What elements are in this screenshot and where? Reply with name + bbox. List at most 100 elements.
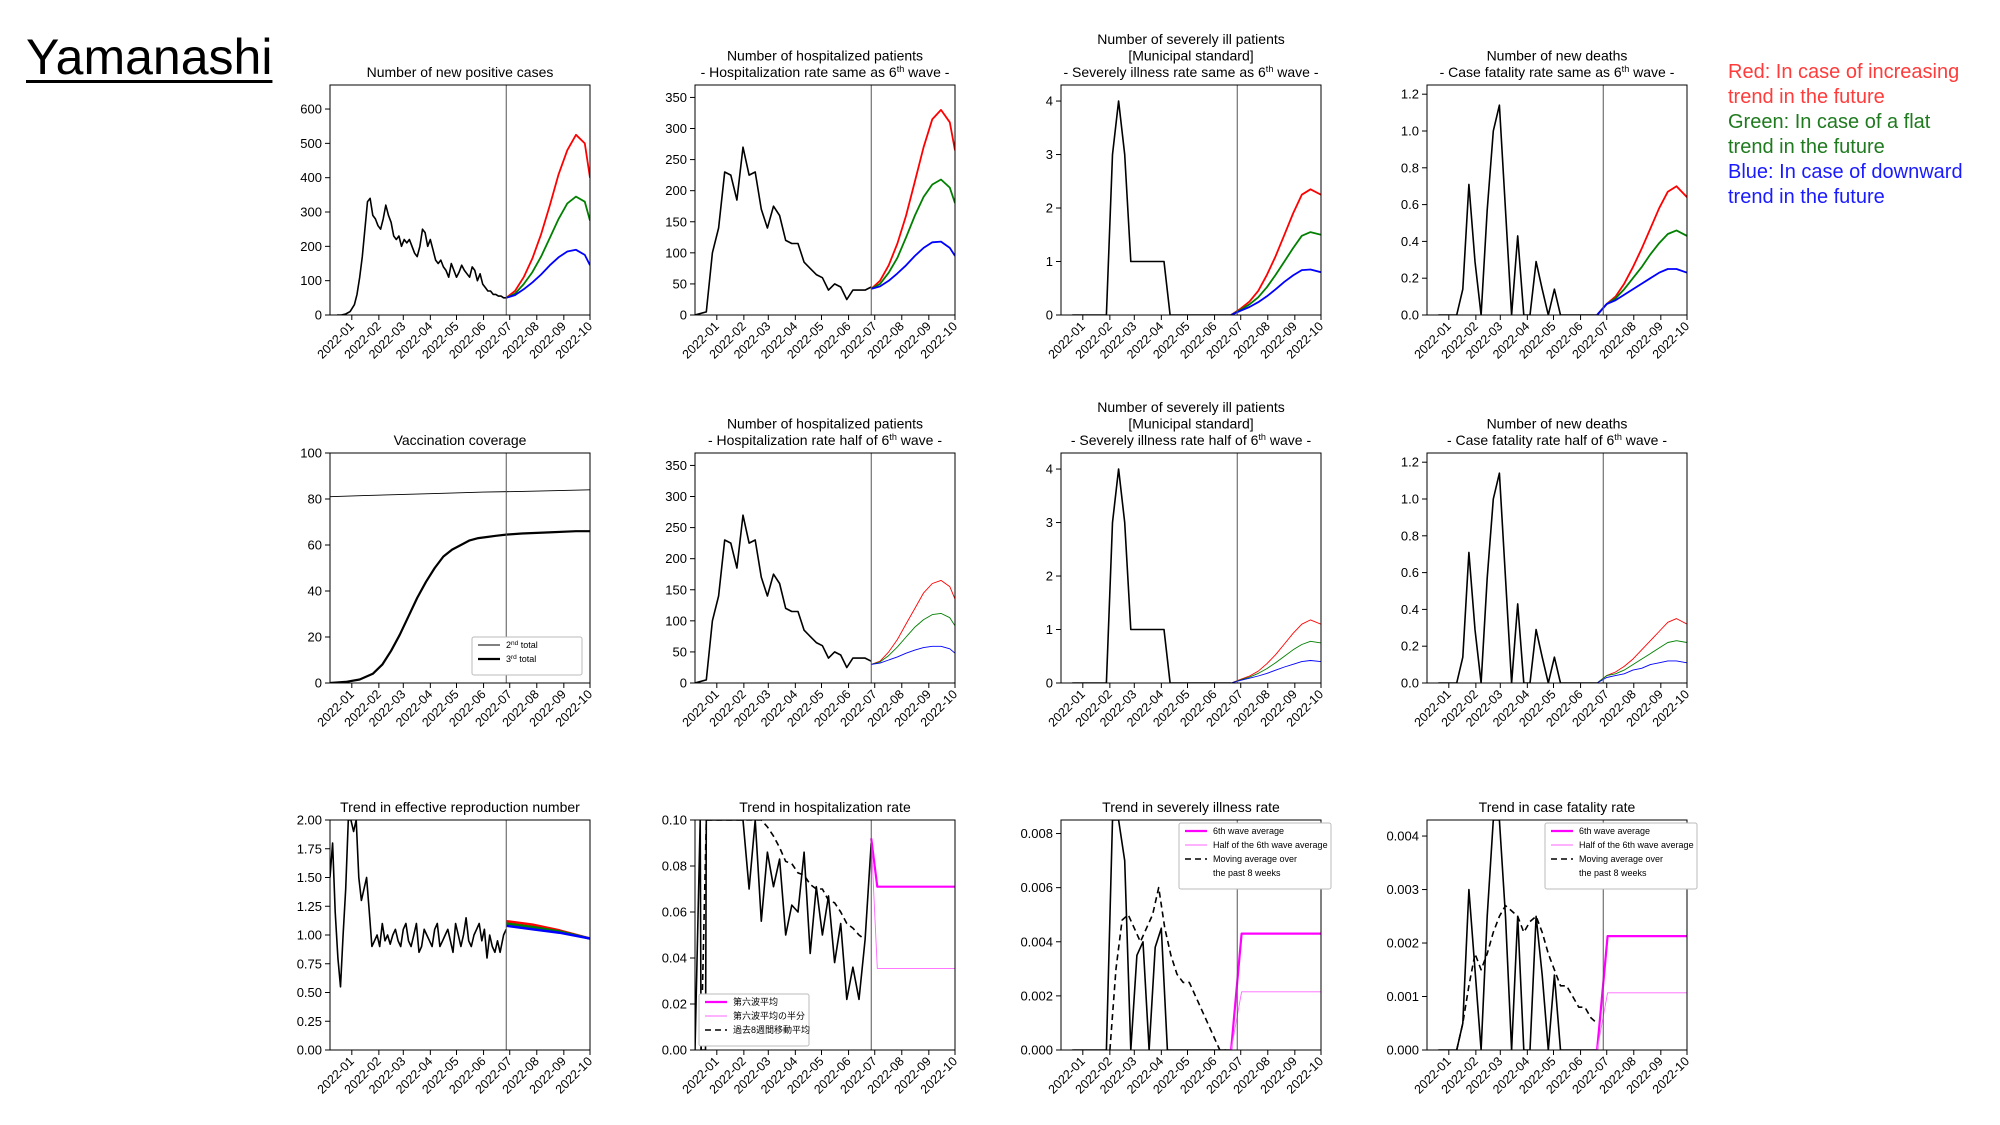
y-tick-label: 0.001 — [1386, 989, 1419, 1004]
legend-green-line-2: trend in the future — [1728, 136, 1885, 158]
legend-red-line-2: trend in the future — [1728, 86, 1885, 108]
legend-label: 第六波平均 — [733, 996, 778, 1007]
y-tick-label: 1.00 — [297, 928, 322, 943]
legend-blue-line-2: trend in the future — [1728, 186, 1885, 208]
data-series-line — [1230, 619, 1321, 683]
plot-frame — [694, 819, 956, 1051]
y-tick-label: 40 — [308, 584, 322, 599]
data-series-line — [700, 820, 866, 1050]
y-tick-label: 2 — [1046, 201, 1053, 216]
data-series-line — [1596, 618, 1687, 683]
y-tick-label: 500 — [300, 136, 322, 151]
chart-title: Trend in case fatality rate — [1479, 799, 1636, 815]
y-tick-label: 60 — [308, 538, 322, 553]
plot-frame — [1426, 84, 1688, 316]
y-tick-label: 250 — [665, 520, 687, 535]
y-tick-label: 0.000 — [1020, 1043, 1053, 1058]
legend-label: the past 8 weeks — [1579, 868, 1647, 878]
y-tick-label: 0.8 — [1401, 528, 1419, 543]
data-series-line — [330, 820, 507, 988]
chart-title: - Case fatality rate same as 6th wave - — [1440, 64, 1675, 80]
y-tick-label: 100 — [665, 245, 687, 260]
legend-label: 2nd total — [506, 640, 538, 651]
series-group — [695, 514, 955, 683]
data-series-line — [330, 530, 590, 683]
data-series-line — [1230, 991, 1321, 1050]
data-series-line — [870, 240, 955, 290]
data-series-line — [695, 820, 872, 1050]
data-series-line — [1438, 104, 1598, 315]
region-title: Yamanashi — [26, 29, 273, 85]
chart-vaccination: Vaccination coverage0204060801002022-012… — [300, 432, 595, 730]
legend-box — [1178, 822, 1332, 890]
data-series-line — [1596, 185, 1687, 315]
plot-frame — [1060, 84, 1322, 316]
chart-new_cases: Number of new positive cases 0 100 200 300 40… — [300, 64, 595, 362]
data-series-line — [1072, 468, 1232, 683]
plot-frame — [1060, 452, 1322, 684]
series-group — [330, 820, 590, 988]
chart-deaths_same: Number of new deaths- Case fatality rate… — [1401, 48, 1692, 362]
y-tick-label: 0.004 — [1020, 934, 1053, 949]
plot-frame — [1426, 452, 1688, 684]
legend-box — [698, 993, 810, 1047]
series-group — [1072, 468, 1321, 683]
y-tick-label: 2.00 — [297, 813, 322, 828]
y-tick-label: 350 — [665, 90, 687, 105]
y-tick-label: 1.0 — [1401, 124, 1419, 139]
y-tick-label: 3 — [1046, 515, 1053, 530]
chart-title: Trend in effective reproduction number — [340, 799, 580, 815]
data-series-line — [871, 612, 955, 665]
data-series-line — [871, 645, 955, 665]
legend-red-line-1: Red: In case of increasing — [1728, 61, 1960, 83]
y-tick-label: 4 — [1046, 94, 1053, 109]
chart-legend: 6th wave average Half of the 6th wave ave… — [1178, 822, 1332, 890]
y-tick-label: 0.4 — [1401, 234, 1419, 249]
chart-title: - Severely illness rate half of 6th wave… — [1071, 432, 1312, 448]
chart-legend: 6th wave average Half of the 6th wave ave… — [1544, 822, 1698, 890]
y-tick-label: 0.25 — [297, 1014, 322, 1029]
y-tick-label: 1.75 — [297, 841, 322, 856]
series-group — [337, 133, 590, 315]
y-tick-label: 400 — [300, 170, 322, 185]
y-tick-label: 0.002 — [1386, 936, 1419, 951]
legend-box — [471, 636, 583, 676]
data-series-line — [1438, 820, 1598, 1050]
y-tick-label: 1.25 — [297, 899, 322, 914]
data-series-line — [505, 195, 590, 299]
y-tick-label: 2 — [1046, 569, 1053, 584]
data-series-line — [505, 133, 590, 299]
chart-cfr: Trend in case fatality rate 0.000 0.001 0.0… — [1386, 799, 1698, 1097]
y-tick-label: 300 — [665, 121, 687, 136]
legend-label: Moving average over — [1213, 854, 1297, 864]
y-tick-label: 0.50 — [297, 985, 322, 1000]
legend-label: Half of the 6th wave average — [1579, 840, 1694, 850]
data-series-line — [1596, 268, 1687, 315]
y-tick-label: 0.10 — [662, 813, 687, 828]
data-series-line — [1596, 660, 1687, 683]
y-tick-label: 200 — [300, 239, 322, 254]
data-series-line — [1596, 229, 1687, 315]
y-tick-label: 0.75 — [297, 956, 322, 971]
y-tick-label: 0.008 — [1020, 826, 1053, 841]
y-tick-label: 0 — [1046, 308, 1053, 323]
y-tick-label: 1 — [1046, 622, 1053, 637]
chart-hosp_half: Number of hospitalized patients- Hospita… — [665, 416, 960, 730]
y-tick-label: 1.2 — [1401, 87, 1419, 102]
legend-blue-line-1: Blue: In case of downward — [1728, 161, 1963, 183]
data-series-line — [870, 838, 955, 969]
y-tick-label: 20 — [308, 630, 322, 645]
y-tick-label: 300 — [300, 205, 322, 220]
data-series-line — [1596, 640, 1687, 683]
y-tick-label: 80 — [308, 492, 322, 507]
plot-frame — [329, 84, 591, 316]
y-tick-label: 0.000 — [1386, 1043, 1419, 1058]
data-series-line — [506, 924, 590, 940]
series-group — [330, 489, 590, 683]
chart-severe_same: Number of severely ill patients[Municipa… — [1046, 31, 1327, 362]
chart-title: Number of new positive cases — [367, 64, 554, 80]
data-series-line — [505, 248, 590, 299]
y-tick-label: 1 — [1046, 254, 1053, 269]
y-tick-label: 0.2 — [1401, 271, 1419, 286]
